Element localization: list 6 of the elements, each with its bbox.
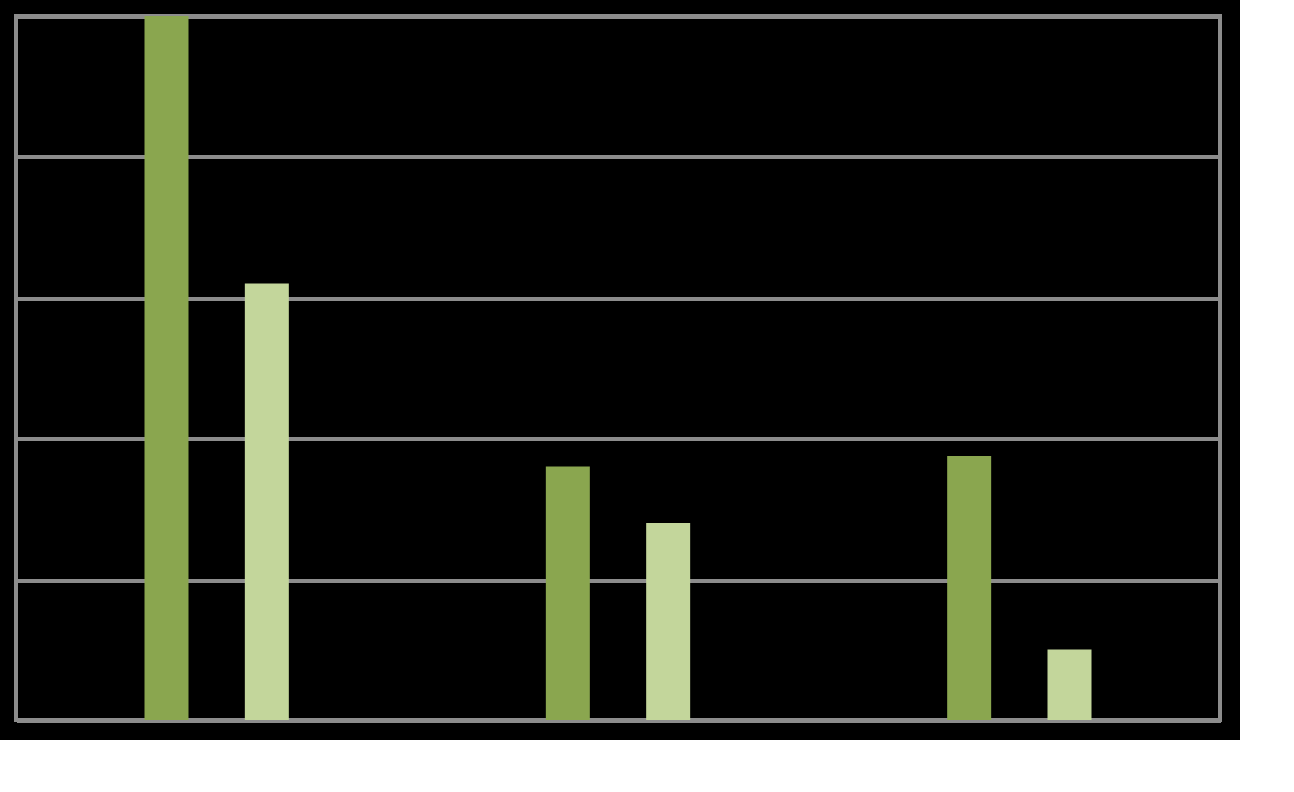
bar xyxy=(1047,649,1092,720)
bar xyxy=(244,283,289,720)
bar xyxy=(144,16,189,720)
bar xyxy=(646,522,691,720)
bar xyxy=(947,456,992,720)
bar xyxy=(545,466,590,720)
